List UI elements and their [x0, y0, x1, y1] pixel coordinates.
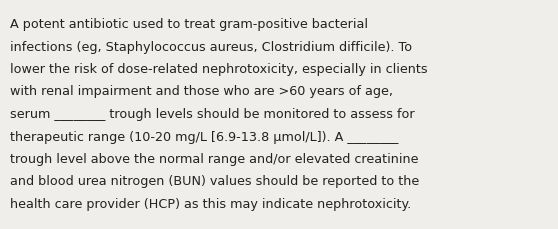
- Text: trough level above the normal range and/or elevated creatinine: trough level above the normal range and/…: [10, 152, 418, 165]
- Text: infections (eg, Staphylococcus aureus, Clostridium difficile). To: infections (eg, Staphylococcus aureus, C…: [10, 40, 412, 53]
- Text: therapeutic range (10-20 mg/L [6.9-13.8 μmol/L]). A ________: therapeutic range (10-20 mg/L [6.9-13.8 …: [10, 130, 398, 143]
- Text: health care provider (HCP) as this may indicate nephrotoxicity.: health care provider (HCP) as this may i…: [10, 197, 411, 210]
- Text: and blood urea nitrogen (BUN) values should be reported to the: and blood urea nitrogen (BUN) values sho…: [10, 175, 419, 188]
- Text: A potent antibiotic used to treat gram-positive bacterial: A potent antibiotic used to treat gram-p…: [10, 18, 368, 31]
- Text: lower the risk of dose-related nephrotoxicity, especially in clients: lower the risk of dose-related nephrotox…: [10, 63, 427, 76]
- Text: serum ________ trough levels should be monitored to assess for: serum ________ trough levels should be m…: [10, 108, 415, 120]
- Text: with renal impairment and those who are >60 years of age,: with renal impairment and those who are …: [10, 85, 393, 98]
